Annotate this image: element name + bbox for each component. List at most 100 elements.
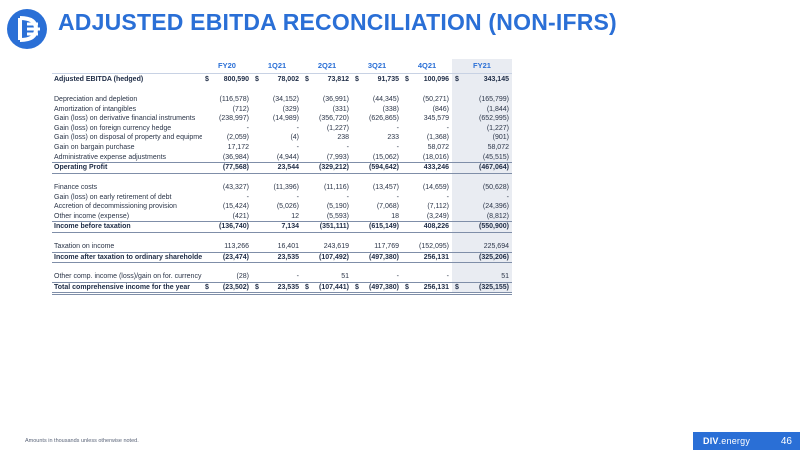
table-row: Depreciation and depletion (116,578) (34,1… [52,95,512,105]
value-cell: (152,095) [402,242,452,252]
value-cell: - [352,143,402,153]
table-row: Other comp. income (loss)/gain on for. c… [52,272,512,283]
currency-symbol: $ [205,75,209,83]
value-cell: (615,149) [352,221,402,233]
table-row: Amortization of intangibles (712) (329) (33… [52,104,512,115]
value-cell [302,173,352,183]
value-text: (18,016) [422,153,449,161]
value-text: (351,111) [319,223,349,231]
value-cell: (13,457) [352,183,402,193]
value-text: 91,735 [377,75,399,83]
value-cell: - [302,143,352,153]
value-cell: $78,002 [252,73,302,86]
value-text: (107,441) [319,283,349,291]
currency-symbol: $ [355,75,359,83]
value-text: (34,152) [272,96,299,104]
header-label-spacer [52,59,202,74]
value-text: (7,112) [427,203,449,211]
value-text: (36,991) [322,96,349,104]
value-cell: - [202,124,252,134]
row-label: Gain (loss) on disposal of property and … [54,134,202,142]
row-label [52,232,202,242]
value-cell: (1,227) [302,124,352,134]
row-label [52,86,202,96]
value-text: - [396,193,399,201]
value-text: (329) [282,105,299,113]
value-text: (152,095) [419,243,449,250]
value-cell: (1,227) [452,123,512,134]
value-cell: 23,544 [252,162,302,174]
value-text: (331) [332,105,349,113]
value-cell: (45,515) [452,152,512,163]
value-cell: (329,212) [302,162,352,174]
table-row: Gain on bargain purchase 17,172 - - - 58,072 5… [52,143,512,153]
value-cell: (329) [252,105,302,115]
column-header: 4Q21 [402,59,452,74]
value-cell: - [252,124,302,134]
value-cell: (107,492) [302,251,352,264]
value-cell: (331) [302,105,352,115]
value-cell [252,86,302,96]
row-label: Depreciation and depletion [54,96,138,104]
value-cell: (712) [202,105,252,115]
row-label: Income after taxation to ordinary shareh… [52,251,202,264]
value-text: (44,345) [372,96,399,104]
table-spacer-row [52,232,512,242]
value-text: (1,227) [486,124,509,132]
value-cell [302,86,352,96]
value-cell [252,173,302,183]
value-cell [352,263,402,273]
brand-div: DIV [703,436,719,446]
value-cell [252,232,302,242]
value-cell: (14,659) [402,183,452,193]
value-text: 78,002 [277,75,299,83]
value-cell: - [352,124,402,134]
value-cell: - [402,272,452,282]
value-text: 243,619 [323,243,349,250]
value-text: (50,628) [482,183,509,191]
value-text: 256,131 [423,283,449,291]
value-cell: - [252,193,302,203]
value-cell: $ (497,380) [352,281,402,296]
value-text: 345,579 [423,115,449,123]
value-text: 16,401 [277,243,299,250]
value-text: 23,535 [277,283,299,291]
value-cell: (11,116) [302,183,352,193]
row-label: Operating Profit [52,162,202,174]
value-cell: (15,062) [352,153,402,163]
value-cell: 243,619 [302,242,352,252]
value-cell: 58,072 [402,143,452,153]
value-text: - [396,124,399,132]
currency-symbol: $ [305,283,309,291]
value-cell [352,86,402,96]
row-label: Other comp. income (loss)/gain on for. c… [54,273,202,281]
value-cell: (43,327) [202,183,252,193]
value-cell: - [252,143,302,153]
value-text: (4,944) [276,153,299,161]
value-cell: 117,769 [352,242,402,252]
value-cell: 7,134 [252,221,302,233]
value-cell: 233 [352,133,402,143]
table-row: Gain (loss) on derivative financial inst… [52,114,512,124]
value-text: (14,989) [272,115,299,123]
value-text: (5,190) [326,203,349,211]
value-text: (11,116) [323,183,349,191]
row-label: Accretion of decommissioning provision [54,203,177,211]
currency-symbol: $ [205,283,209,291]
row-label: Gain (loss) on early retirement of debt [54,193,172,201]
value-text: (325,155) [479,283,509,291]
value-text: - [446,273,449,281]
page-title: ADJUSTED EBITDA RECONCILIATION (NON-IFRS… [58,9,617,35]
value-text: (2,059) [226,134,249,142]
value-text: (107,492) [319,253,349,261]
value-text: (136,740) [219,223,249,231]
value-cell: (7,993) [302,153,352,163]
value-cell: (325,206) [452,251,512,264]
value-text: 225,694 [483,243,509,250]
value-text: - [346,144,349,152]
value-cell: (421) [202,212,252,222]
value-cell: (11,396) [252,183,302,193]
table-row: Income after taxation to ordinary shareh… [52,251,512,264]
table-row: Accretion of decommissioning provision (1… [52,202,512,212]
row-label: Gain (loss) on foreign currency hedge [54,124,172,132]
